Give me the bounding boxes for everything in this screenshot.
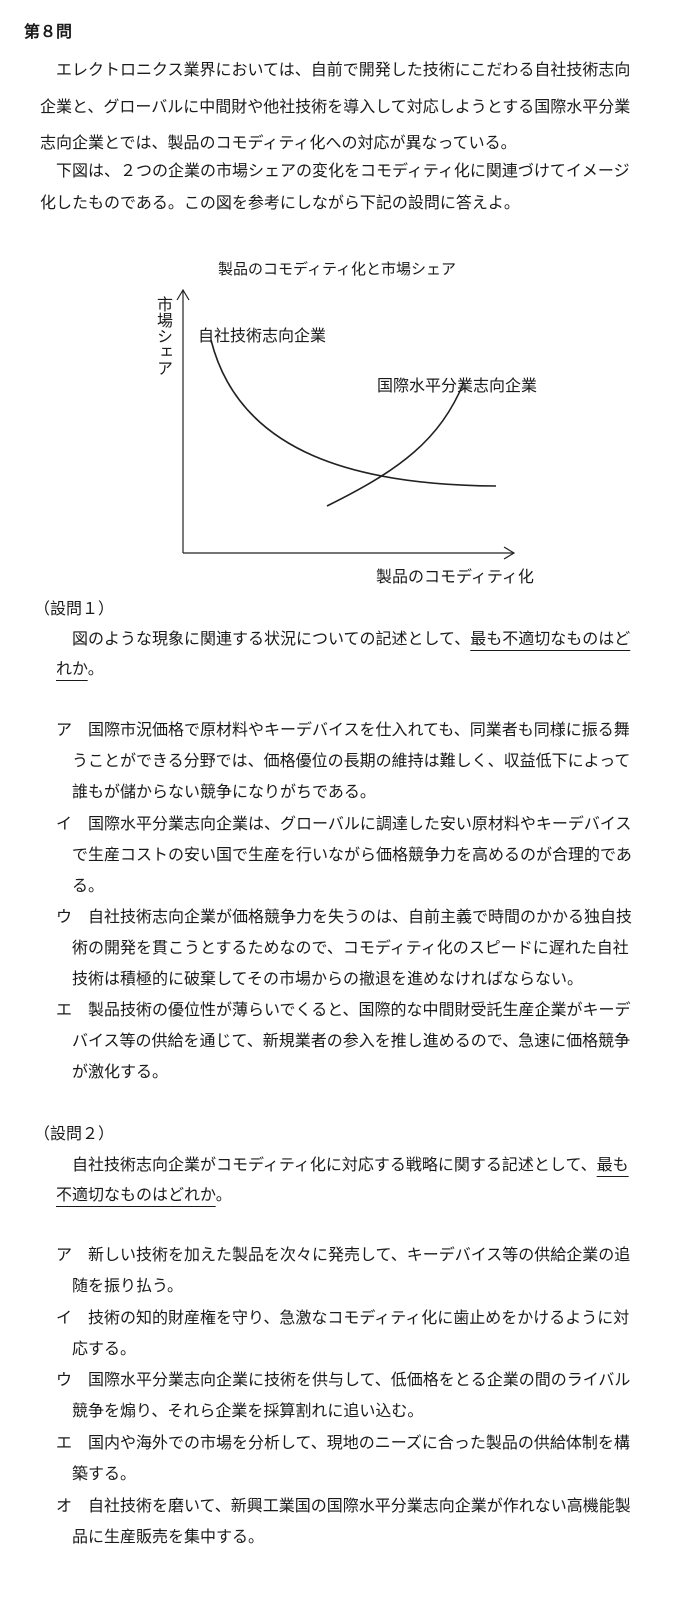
option-text-line: 品に生産販売を集中する。 <box>72 1527 265 1546</box>
sub-question-heading: （設問２） <box>34 1124 115 1143</box>
option-text-line: 国内や海外での市場を分析して、現地のニーズに合った製品の供給体制を構 <box>88 1433 630 1452</box>
option-marker: イ <box>56 1308 73 1327</box>
sub-question-stem-cont: 不適切なものはどれか。 <box>56 1185 232 1205</box>
x-axis-label: 製品のコモディティ化 <box>376 567 534 586</box>
option-text-line: 技術の知的財産権を守り、急激なコモディティ化に歯止めをかけるように対 <box>88 1308 630 1327</box>
option-text-line: 製品技術の優位性が薄らいでくると、国際的な中間財受託生産企業がキーデ <box>88 1000 631 1019</box>
option-text-line: る。 <box>72 876 105 895</box>
question-heading: 第８問 <box>24 22 73 41</box>
stem-emphasis: 不適切なものはどれか <box>56 1185 216 1204</box>
option-text-line: 国際水平分業志向企業に技術を供与して、低価格をとる企業の間のライバル <box>88 1370 631 1389</box>
stem-text: 。 <box>87 659 104 678</box>
option-text-line: が激化する。 <box>72 1062 169 1081</box>
option-text-line: 競争を煽り、それら企業を採算割れに追い込む。 <box>72 1401 424 1420</box>
option-marker: ウ <box>56 1370 73 1389</box>
option-text-line: 応する。 <box>72 1339 137 1358</box>
intro-line: 企業と、グローバルに中間財や他社技術を導入して対応しようとする国際水平分業 <box>40 97 631 116</box>
option-marker: ア <box>56 720 73 739</box>
intro-line: 化したものである。この図を参考にしながら下記の設問に答えよ。 <box>40 193 520 212</box>
sub-question-heading: （設問１） <box>34 599 115 618</box>
y-axis-arrow <box>176 288 190 301</box>
option-text-line: 築する。 <box>72 1464 137 1483</box>
option-marker: イ <box>56 814 73 833</box>
y-axis-label: 市場シェア <box>154 296 173 376</box>
series-line-horizontal <box>326 381 465 507</box>
intro-line: 下図は、２つの企業の市場シェアの変化をコモディティ化に関連づけてイメージ <box>56 161 630 180</box>
stem-text: 。 <box>215 1185 232 1204</box>
stem-emphasis: 最も <box>596 1155 629 1174</box>
option-text-line: 国際市況価格で原材料やキーデバイスを仕入れても、同業者も同様に振る舞 <box>88 720 630 739</box>
option-text-line: で生産コストの安い国で生産を行いながら価格競争力を高めるのが合理的であ <box>72 845 632 864</box>
option-text-line: 国際水平分業志向企業は、グローバルに調達した安い原材料やキーデバイス <box>88 814 632 833</box>
option-text-line: 新しい技術を加えた製品を次々に発売して、キーデバイス等の供給企業の追 <box>88 1245 631 1264</box>
sub-question-stem-cont: れか。 <box>56 659 104 679</box>
option-marker: エ <box>56 1433 73 1452</box>
option-marker: エ <box>56 1000 73 1019</box>
stem-text: 自社技術志向企業がコモディティ化に対応する戦略に関する記述として、 <box>72 1155 597 1174</box>
stem-emphasis: れか <box>56 659 88 678</box>
option-text-line: 自社技術志向企業が価格競争力を失うのは、自前主義で時間のかかる独自技 <box>88 907 633 926</box>
stem-text: 図のような現象に関連する状況についての記述として、 <box>72 629 471 648</box>
sub-question-stem: 自社技術志向企業がコモディティ化に対応する戦略に関する記述として、最も <box>72 1155 629 1175</box>
option-text-line: 随を振り払う。 <box>72 1276 184 1295</box>
chart-svg <box>176 288 516 560</box>
intro-line: エレクトロニクス業界においては、自前で開発した技術にこだわる自社技術志向 <box>56 60 631 79</box>
stem-emphasis: 最も不適切なものはど <box>470 629 631 648</box>
option-marker: ア <box>56 1245 73 1264</box>
option-text-line: 術の開発を貫こうとするためなので、コモディティ化のスピードに遅れた自社 <box>72 938 629 957</box>
option-text-line: 誰もが儲からない競争になりがちである。 <box>72 782 376 801</box>
option-text-line: 技術は積極的に破棄してその市場からの撤退を進めなければならない。 <box>72 969 584 988</box>
option-marker: ウ <box>56 907 73 926</box>
option-text-line: うことができる分野では、価格優位の長期の維持は難しく、収益低下によって <box>72 751 631 770</box>
option-marker: オ <box>56 1496 73 1515</box>
x-axis-arrow <box>503 546 516 560</box>
option-text-line: バイス等の供給を通じて、新規業者の参入を推し進めるので、急速に価格競争 <box>72 1031 631 1050</box>
chart-title: 製品のコモディティ化と市場シェア <box>218 260 457 278</box>
sub-question-stem: 図のような現象に関連する状況についての記述として、最も不適切なものはど <box>72 629 630 649</box>
series-label-own-tech: 自社技術志向企業 <box>198 326 327 345</box>
intro-line: 志向企業とでは、製品のコモディティ化への対応が異なっている。 <box>40 133 517 152</box>
option-text-line: 自社技術を磨いて、新興工業国の国際水平分業志向企業が作れない高機能製 <box>88 1496 631 1515</box>
series-line-own-tech <box>210 339 497 487</box>
series-label-horizontal: 国際水平分業志向企業 <box>377 376 538 395</box>
